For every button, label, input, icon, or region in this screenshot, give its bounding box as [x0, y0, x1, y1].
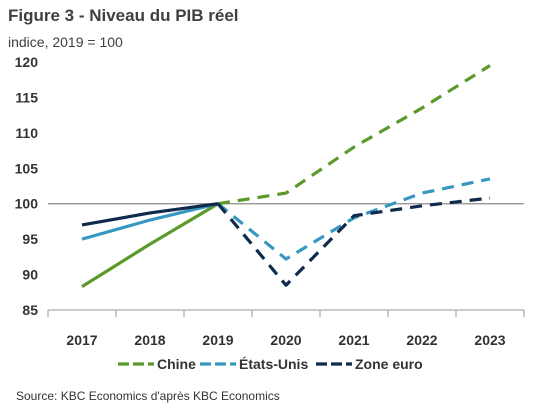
x-tick-label: 2017 [66, 332, 97, 348]
y-tick-label: 120 [15, 54, 39, 70]
x-tick-label: 2018 [134, 332, 165, 348]
y-tick-label: 105 [15, 160, 39, 176]
x-tick-label: 2022 [406, 332, 437, 348]
y-tick-label: 100 [15, 196, 39, 212]
legend-label: Chine [157, 356, 196, 372]
y-tick-label: 90 [22, 267, 38, 283]
x-tick-label: 2023 [474, 332, 505, 348]
y-tick-label: 85 [22, 302, 38, 318]
series-line-actual [81, 202, 219, 241]
x-tick-label: 2019 [202, 332, 233, 348]
series-line-actual [81, 202, 219, 227]
series-line-forecast [217, 64, 491, 206]
y-tick-label: 95 [22, 231, 38, 247]
series-line-actual [81, 202, 219, 288]
y-tick-label: 115 [15, 89, 38, 105]
chart-title: Figure 3 - Niveau du PIB réel [8, 6, 239, 25]
legend-label: États-Unis [239, 356, 308, 372]
series-line-forecast [216, 196, 491, 287]
x-tick-label: 2020 [270, 332, 301, 348]
legend-label: Zone euro [355, 356, 423, 372]
x-tick-label: 2021 [338, 332, 369, 348]
series-line-forecast [216, 177, 491, 261]
chart-subtitle: indice, 2019 = 100 [8, 34, 123, 50]
y-tick-label: 110 [15, 125, 38, 141]
source-note: Source: KBC Economics d'après KBC Econom… [16, 389, 280, 403]
